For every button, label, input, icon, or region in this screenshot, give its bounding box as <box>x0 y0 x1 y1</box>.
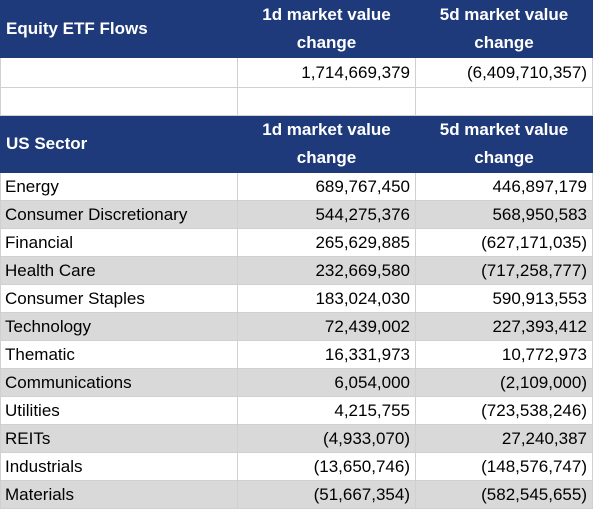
sector-row: Consumer Staples 183,024,030 590,913,553 <box>0 284 593 313</box>
sector-5d-value[interactable]: (717,258,777) <box>415 256 593 285</box>
sector-name[interactable]: Communications <box>0 368 238 397</box>
sector-row: Consumer Discretionary 544,275,376 568,9… <box>0 200 593 229</box>
sector-row: REITs (4,933,070) 27,240,387 <box>0 424 593 453</box>
sector-name[interactable]: Thematic <box>0 340 238 369</box>
flows-header-row: Equity ETF Flows 1d market value change … <box>0 0 593 58</box>
flows-5d-header[interactable]: 5d market value change <box>415 0 593 58</box>
empty-cell[interactable] <box>237 87 416 116</box>
sector-name[interactable]: Consumer Staples <box>0 284 238 313</box>
sector-name[interactable]: Materials <box>0 480 238 509</box>
sector-1d-value[interactable]: 6,054,000 <box>237 368 416 397</box>
empty-cell[interactable] <box>0 87 238 116</box>
spacer-row <box>0 87 593 116</box>
sector-row: Technology 72,439,002 227,393,412 <box>0 312 593 341</box>
sector-name[interactable]: Financial <box>0 228 238 257</box>
sector-1d-value[interactable]: (4,933,070) <box>237 424 416 453</box>
sector-1d-value[interactable]: 265,629,885 <box>237 228 416 257</box>
sector-5d-value[interactable]: (723,538,246) <box>415 396 593 425</box>
sector-title[interactable]: US Sector <box>0 115 238 173</box>
sector-name[interactable]: Utilities <box>0 396 238 425</box>
sector-5d-value[interactable]: (627,171,035) <box>415 228 593 257</box>
sector-5d-value[interactable]: 27,240,387 <box>415 424 593 453</box>
sector-5d-value[interactable]: (582,545,655) <box>415 480 593 509</box>
sector-5d-value[interactable]: 590,913,553 <box>415 284 593 313</box>
flows-1d-header[interactable]: 1d market value change <box>237 0 416 58</box>
sector-name[interactable]: Industrials <box>0 452 238 481</box>
sector-row: Communications 6,054,000 (2,109,000) <box>0 368 593 397</box>
sector-1d-value[interactable]: 544,275,376 <box>237 200 416 229</box>
flows-total-1d[interactable]: 1,714,669,379 <box>237 57 416 88</box>
flows-total-5d[interactable]: (6,409,710,357) <box>415 57 593 88</box>
sector-name[interactable]: Technology <box>0 312 238 341</box>
sector-1d-value[interactable]: (51,667,354) <box>237 480 416 509</box>
sector-1d-header[interactable]: 1d market value change <box>237 115 416 173</box>
sector-1d-value[interactable]: 4,215,755 <box>237 396 416 425</box>
sector-row: Utilities 4,215,755 (723,538,246) <box>0 396 593 425</box>
sector-1d-value[interactable]: 232,669,580 <box>237 256 416 285</box>
empty-cell[interactable] <box>415 87 593 116</box>
sector-5d-value[interactable]: (148,576,747) <box>415 452 593 481</box>
flows-title[interactable]: Equity ETF Flows <box>0 0 238 58</box>
flows-total-row: 1,714,669,379 (6,409,710,357) <box>0 57 593 88</box>
sector-name[interactable]: Consumer Discretionary <box>0 200 238 229</box>
sector-1d-value[interactable]: 72,439,002 <box>237 312 416 341</box>
sector-row: Materials (51,667,354) (582,545,655) <box>0 480 593 509</box>
sector-1d-value[interactable]: 183,024,030 <box>237 284 416 313</box>
sector-row: Thematic 16,331,973 10,772,973 <box>0 340 593 369</box>
sector-name[interactable]: REITs <box>0 424 238 453</box>
sector-5d-value[interactable]: 10,772,973 <box>415 340 593 369</box>
flows-total-label-cell[interactable] <box>0 57 238 88</box>
sector-row: Industrials (13,650,746) (148,576,747) <box>0 452 593 481</box>
sector-row: Financial 265,629,885 (627,171,035) <box>0 228 593 257</box>
sector-name[interactable]: Energy <box>0 172 238 201</box>
sector-5d-value[interactable]: 227,393,412 <box>415 312 593 341</box>
sector-1d-value[interactable]: 16,331,973 <box>237 340 416 369</box>
sector-row: Energy 689,767,450 446,897,179 <box>0 172 593 201</box>
sector-5d-header[interactable]: 5d market value change <box>415 115 593 173</box>
sector-name[interactable]: Health Care <box>0 256 238 285</box>
sector-5d-value[interactable]: (2,109,000) <box>415 368 593 397</box>
sector-5d-value[interactable]: 568,950,583 <box>415 200 593 229</box>
sector-row: Health Care 232,669,580 (717,258,777) <box>0 256 593 285</box>
sector-5d-value[interactable]: 446,897,179 <box>415 172 593 201</box>
sector-1d-value[interactable]: (13,650,746) <box>237 452 416 481</box>
sector-header-row: US Sector 1d market value change 5d mark… <box>0 115 593 173</box>
sector-1d-value[interactable]: 689,767,450 <box>237 172 416 201</box>
